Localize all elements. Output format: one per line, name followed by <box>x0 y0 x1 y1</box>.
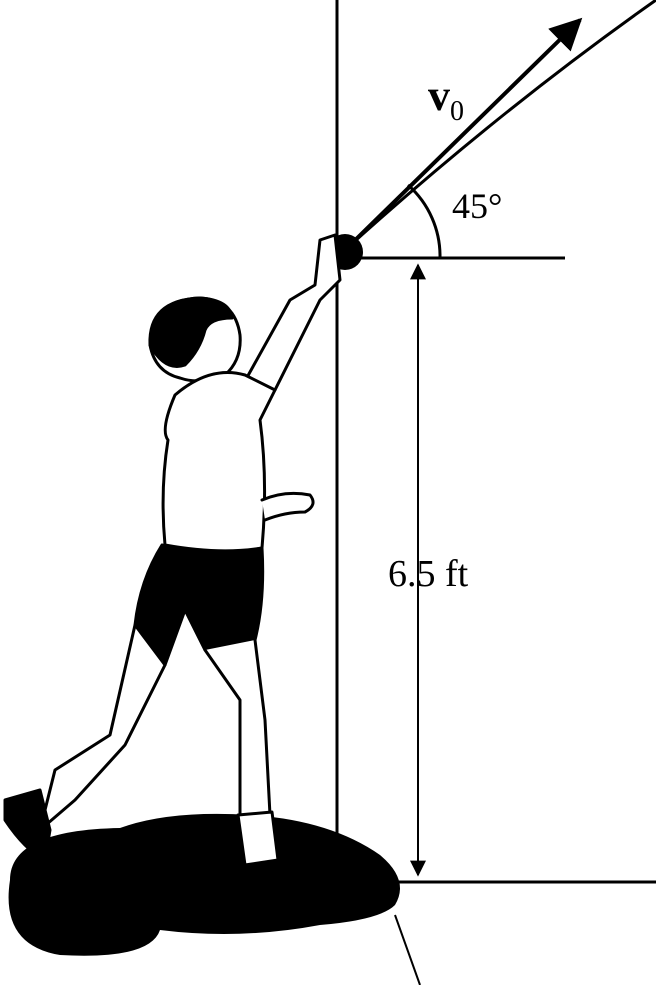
front-leg <box>203 638 272 817</box>
back-leg <box>38 623 167 832</box>
velocity-arrow <box>343 17 583 252</box>
shirt <box>161 371 277 553</box>
raised-arm <box>238 233 342 392</box>
angle-label: 45° <box>452 186 502 226</box>
back-shoe <box>3 788 52 862</box>
hair <box>148 296 234 368</box>
velocity-label: v0 <box>428 71 464 127</box>
front-shoe <box>236 810 280 867</box>
height-label: 6.5 ft <box>388 553 469 595</box>
ground-shadow <box>8 813 401 956</box>
ground-tick <box>394 914 421 985</box>
left-arm <box>260 491 315 522</box>
thrower-figure <box>3 233 342 867</box>
trajectory-curve <box>343 0 656 252</box>
angle-arc <box>407 183 442 259</box>
